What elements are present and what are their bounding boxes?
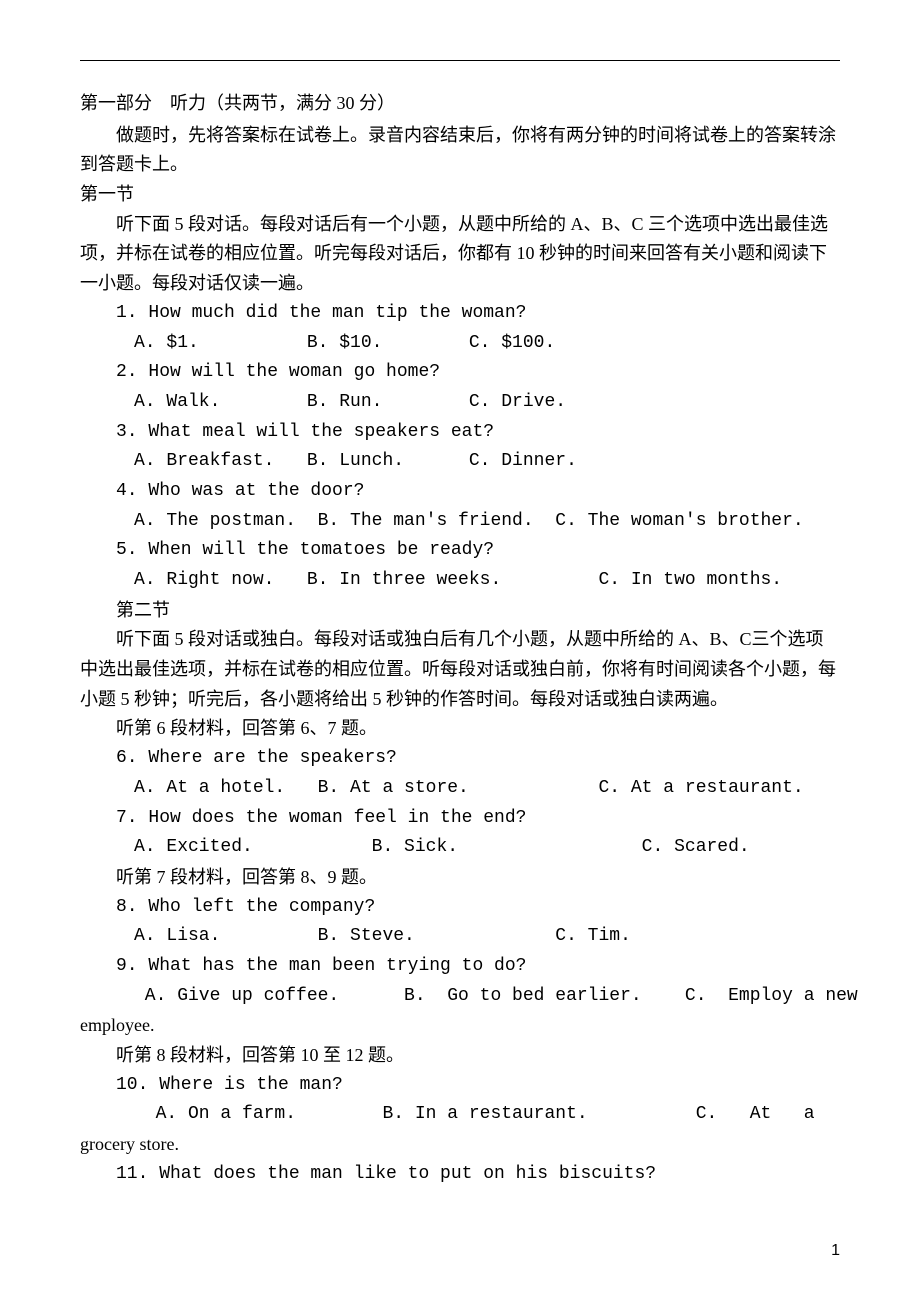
section1-intro: 听下面 5 段对话。每段对话后有一个小题，从题中所给的 A、B、C 三个选项中选… bbox=[80, 210, 840, 299]
question-7: 7. How does the woman feel in the end? bbox=[80, 804, 840, 834]
section2-header: 第二节 bbox=[80, 596, 840, 626]
material-8-header: 听第 8 段材料，回答第 10 至 12 题。 bbox=[80, 1041, 840, 1071]
question-9: 9. What has the man been trying to do? bbox=[80, 952, 840, 982]
question-9-options: A. Give up coffee. B. Go to bed earlier.… bbox=[80, 982, 840, 1012]
question-2-options: A. Walk. B. Run. C. Drive. bbox=[80, 388, 840, 418]
question-6: 6. Where are the speakers? bbox=[80, 744, 840, 774]
question-8: 8. Who left the company? bbox=[80, 893, 840, 923]
document-content: 第一部分 听力（共两节，满分 30 分） 做题时，先将答案标在试卷上。录音内容结… bbox=[80, 89, 840, 1189]
question-1: 1. How much did the man tip the woman? bbox=[80, 299, 840, 329]
question-7-options: A. Excited. B. Sick. C. Scared. bbox=[80, 833, 840, 863]
question-2: 2. How will the woman go home? bbox=[80, 358, 840, 388]
question-1-options: A. $1. B. $10. C. $100. bbox=[80, 329, 840, 359]
question-4-options: A. The postman. B. The man's friend. C. … bbox=[80, 507, 840, 537]
question-5-options: A. Right now. B. In three weeks. C. In t… bbox=[80, 566, 840, 596]
material-7-header: 听第 7 段材料，回答第 8、9 题。 bbox=[80, 863, 840, 893]
question-11: 11. What does the man like to put on his… bbox=[80, 1160, 840, 1190]
question-9-continuation: employee. bbox=[80, 1011, 840, 1041]
section1-header: 第一节 bbox=[80, 180, 840, 210]
question-4: 4. Who was at the door? bbox=[80, 477, 840, 507]
page-number: 1 bbox=[831, 1242, 840, 1260]
question-10: 10. Where is the man? bbox=[80, 1071, 840, 1101]
question-3-options: A. Breakfast. B. Lunch. C. Dinner. bbox=[80, 447, 840, 477]
question-5: 5. When will the tomatoes be ready? bbox=[80, 536, 840, 566]
question-6-options: A. At a hotel. B. At a store. C. At a re… bbox=[80, 774, 840, 804]
question-10-options: A. On a farm. B. In a restaurant. C. At … bbox=[80, 1100, 840, 1130]
question-8-options: A. Lisa. B. Steve. C. Tim. bbox=[80, 922, 840, 952]
section2-intro: 听下面 5 段对话或独白。每段对话或独白后有几个小题，从题中所给的 A、B、C三… bbox=[80, 625, 840, 714]
part1-header: 第一部分 听力（共两节，满分 30 分） bbox=[80, 89, 840, 119]
horizontal-rule bbox=[80, 60, 840, 61]
question-3: 3. What meal will the speakers eat? bbox=[80, 418, 840, 448]
part1-intro: 做题时，先将答案标在试卷上。录音内容结束后，你将有两分钟的时间将试卷上的答案转涂… bbox=[80, 121, 840, 180]
question-10-continuation: grocery store. bbox=[80, 1130, 840, 1160]
material-6-header: 听第 6 段材料，回答第 6、7 题。 bbox=[80, 714, 840, 744]
